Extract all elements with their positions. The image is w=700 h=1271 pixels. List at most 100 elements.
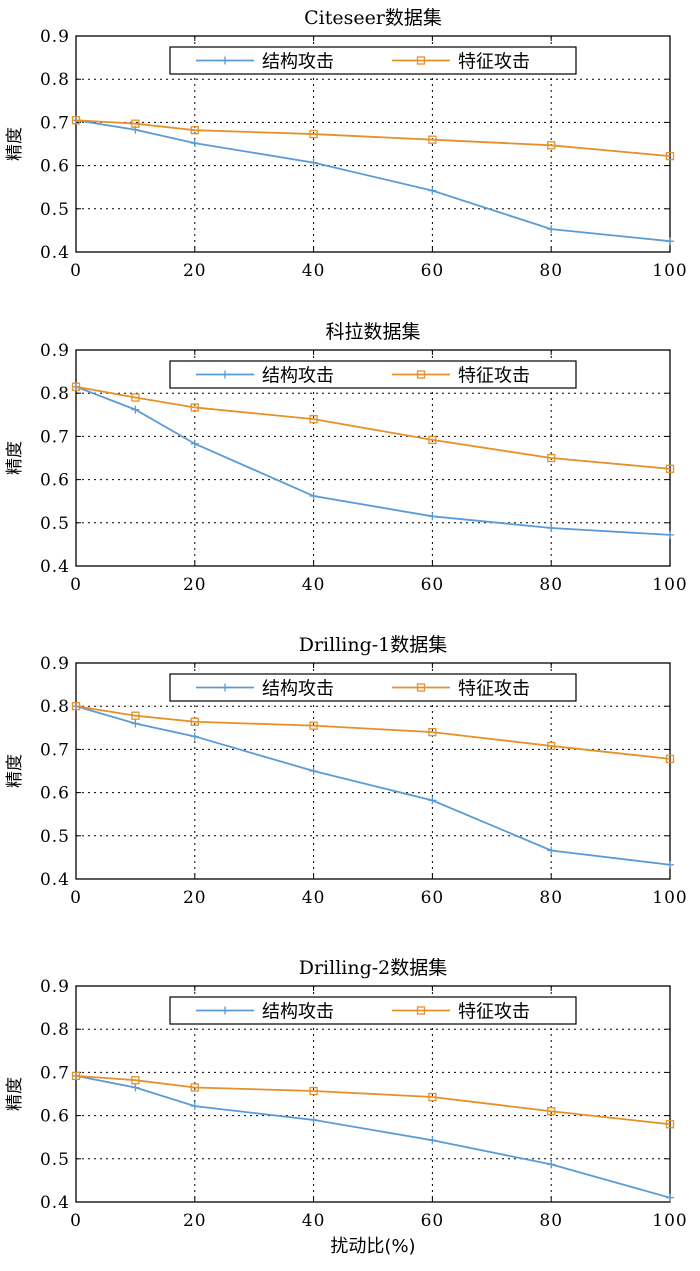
y-tick-label: 0.6 bbox=[40, 784, 70, 804]
x-tick-label: 100 bbox=[652, 575, 687, 595]
data-point bbox=[428, 796, 437, 805]
legend-entry-1: 结构攻击 bbox=[196, 1002, 334, 1023]
data-point bbox=[547, 1107, 556, 1116]
data-point bbox=[131, 719, 140, 728]
data-point bbox=[309, 767, 318, 775]
x-tick-label: 60 bbox=[421, 261, 445, 281]
series-line bbox=[75, 705, 671, 760]
y-tick-label: 0.7 bbox=[40, 113, 70, 133]
y-tick-label: 0.9 bbox=[40, 27, 70, 47]
plot-frame bbox=[75, 35, 671, 253]
data-point bbox=[131, 119, 140, 128]
y-axis-label: 精度 bbox=[5, 127, 25, 161]
x-tick-label: 60 bbox=[421, 575, 445, 595]
x-tick-label: 80 bbox=[539, 888, 563, 908]
y-axis-label: 精度 bbox=[5, 754, 25, 788]
legend-label: 结构攻击 bbox=[262, 679, 334, 700]
x-tick-label: 0 bbox=[70, 575, 82, 595]
y-tick-label: 0.4 bbox=[40, 243, 70, 263]
data-point bbox=[428, 512, 437, 521]
y-tick-label: 0.7 bbox=[40, 427, 70, 447]
y-tick-label: 0.5 bbox=[40, 827, 70, 847]
legend-entry-1: 结构攻击 bbox=[196, 366, 334, 387]
data-point bbox=[309, 721, 318, 730]
y-tick-label: 0.7 bbox=[40, 740, 70, 760]
data-point bbox=[547, 1160, 556, 1169]
legend-entry-2: 特征攻击 bbox=[392, 679, 530, 700]
y-axis-label: 精度 bbox=[5, 441, 25, 475]
legend-entry-1: 结构攻击 bbox=[196, 679, 334, 700]
x-tick-label: 40 bbox=[302, 888, 326, 908]
legend-label: 特征攻击 bbox=[458, 679, 530, 700]
y-tick-label: 0.6 bbox=[40, 471, 70, 491]
y-tick-label: 0.4 bbox=[40, 1193, 70, 1213]
data-point bbox=[428, 435, 437, 445]
y-tick-label: 0.8 bbox=[40, 384, 70, 404]
data-point bbox=[547, 741, 556, 751]
data-point bbox=[309, 492, 318, 501]
data-point bbox=[309, 129, 318, 139]
x-tick-label: 60 bbox=[421, 1211, 445, 1231]
data-point bbox=[131, 1083, 140, 1092]
data-point bbox=[190, 403, 199, 412]
legend: 结构攻击 特征攻击 bbox=[169, 360, 577, 389]
data-point bbox=[666, 860, 674, 869]
y-tick-label: 0.8 bbox=[40, 697, 70, 717]
chart-title: 科拉数据集 bbox=[325, 321, 420, 343]
data-point bbox=[666, 530, 674, 539]
chart-title: Citeseer数据集 bbox=[304, 7, 442, 29]
x-axis-label: 扰动比(%) bbox=[330, 1236, 415, 1257]
x-tick-label: 80 bbox=[539, 575, 563, 595]
data-point bbox=[309, 1086, 318, 1096]
x-tick-label: 100 bbox=[652, 1211, 687, 1231]
y-tick-label: 0.9 bbox=[40, 654, 70, 674]
chart-title: Drilling-1数据集 bbox=[299, 634, 448, 656]
plot-frame bbox=[75, 662, 671, 880]
chart-panel-4: Drilling-2数据集 0 20 40 60 80 100 0.4 0.5 0.6 0.7 0.8… bbox=[5, 957, 687, 1257]
legend-label: 结构攻击 bbox=[262, 1002, 334, 1023]
legend: 结构攻击 特征攻击 bbox=[169, 46, 577, 75]
data-point bbox=[666, 237, 674, 246]
y-tick-label: 0.4 bbox=[40, 870, 70, 890]
series-line bbox=[75, 119, 671, 157]
series-line bbox=[75, 119, 671, 243]
series-2 bbox=[71, 1071, 675, 1129]
data-point bbox=[665, 151, 675, 161]
y-tick-label: 0.5 bbox=[40, 1150, 70, 1170]
x-tick-label: 40 bbox=[302, 261, 326, 281]
data-point bbox=[665, 464, 675, 473]
data-point bbox=[190, 717, 199, 726]
chart-panel-1: Citeseer数据集 0 20 40 60 80 100 0.4 0.5 0.6 0.7 0.8 0.… bbox=[5, 7, 687, 281]
x-tick-label: 20 bbox=[183, 261, 207, 281]
x-tick-label: 60 bbox=[421, 888, 445, 908]
y-tick-label: 0.9 bbox=[40, 977, 70, 997]
x-tick-label: 80 bbox=[539, 261, 563, 281]
legend: 结构攻击 特征攻击 bbox=[169, 673, 577, 702]
data-point bbox=[190, 439, 199, 448]
data-point bbox=[71, 1071, 81, 1081]
data-point bbox=[428, 186, 437, 195]
series-2 bbox=[71, 702, 675, 764]
chart-panel-2: 科拉数据集 0 20 40 60 80 100 0.4 0.5 0.6 0.7 0.8 0.9 精度 结构攻… bbox=[5, 321, 687, 595]
data-point bbox=[428, 727, 437, 737]
x-tick-label: 0 bbox=[70, 1211, 82, 1231]
data-point bbox=[190, 126, 199, 135]
plot-frame bbox=[75, 349, 671, 567]
data-point bbox=[547, 453, 556, 463]
data-point bbox=[131, 393, 140, 402]
series-line bbox=[75, 385, 671, 470]
series-line bbox=[75, 1074, 671, 1126]
x-tick-label: 100 bbox=[652, 261, 687, 281]
legend-label: 结构攻击 bbox=[262, 52, 334, 73]
legend-label: 特征攻击 bbox=[458, 366, 530, 387]
y-tick-label: 0.7 bbox=[40, 1063, 70, 1083]
data-point bbox=[666, 1193, 674, 1202]
legend: 结构攻击 特征攻击 bbox=[169, 996, 577, 1025]
data-point bbox=[71, 382, 81, 391]
series-1 bbox=[72, 382, 674, 539]
x-tick-label: 40 bbox=[302, 575, 326, 595]
x-tick-label: 80 bbox=[539, 1211, 563, 1231]
plot-frame bbox=[75, 985, 671, 1203]
x-tick-label: 0 bbox=[70, 261, 82, 281]
